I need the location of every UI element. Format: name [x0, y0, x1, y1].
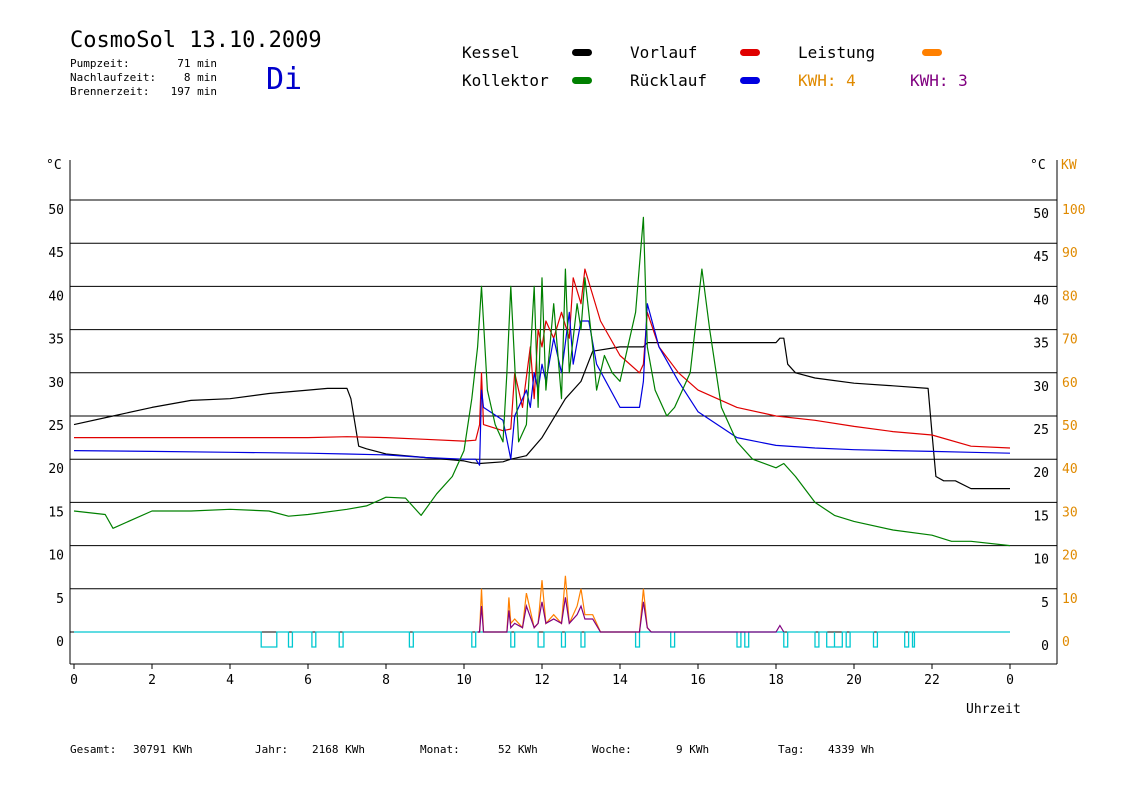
x-tick-2: 4	[226, 673, 234, 688]
footer-woche-label: Woche:	[592, 743, 632, 756]
pump-pulse-line	[74, 631, 1010, 648]
y-tick-right-15: 15	[1033, 509, 1049, 524]
legend-kessel: Kessel	[462, 43, 520, 62]
stat-brennerzeit-label: Brennerzeit:	[70, 85, 150, 98]
y-tick-left-0: 0	[56, 635, 64, 650]
x-tick-4: 8	[382, 673, 390, 688]
stat-brennerzeit-value: 197 min	[170, 85, 217, 98]
y-tick-power-10: 10	[1062, 592, 1078, 607]
x-tick-7: 14	[612, 673, 628, 688]
y-tick-right-10: 10	[1033, 553, 1049, 568]
series-line-rcklauf	[73, 303, 1011, 466]
legend-ruecklauf: Rücklauf	[630, 71, 708, 90]
legend-kwh-4: KWH: 4	[798, 71, 856, 90]
y-tick-right-25: 25	[1033, 423, 1049, 438]
stat-nachlaufzeit-value: 8 min	[183, 71, 217, 84]
y-tick-left-40: 40	[48, 289, 64, 304]
series-line-kessel	[73, 337, 1010, 490]
legend-kwh-3: KWH: 3	[910, 71, 968, 90]
y-tick-power-40: 40	[1062, 462, 1078, 477]
footer-jahr-label: Jahr:	[255, 743, 289, 756]
y-tick-right-50: 50	[1033, 207, 1049, 222]
y-tick-left-30: 30	[48, 376, 64, 391]
y-tick-left-15: 15	[48, 505, 64, 520]
footer-tag-label: Tag:	[778, 743, 805, 756]
legend-swatch-leistung	[922, 49, 942, 56]
y-axis-label-left: °C	[46, 158, 62, 173]
y-tick-left-45: 45	[48, 246, 64, 261]
legend-swatch-kessel	[572, 49, 592, 56]
x-tick-6: 12	[534, 673, 550, 688]
y-tick-right-30: 30	[1033, 380, 1049, 395]
power-series-1	[477, 597, 785, 633]
x-tick-1: 2	[148, 673, 156, 688]
legend-swatch-ruecklauf	[740, 77, 760, 84]
legend-vorlauf: Vorlauf	[630, 43, 698, 62]
y-tick-right-20: 20	[1033, 466, 1049, 481]
y-tick-power-30: 30	[1062, 505, 1078, 520]
footer-jahr-value: 2168 KWh	[312, 743, 365, 756]
y-tick-left-50: 50	[48, 203, 64, 218]
legend-swatch-vorlauf	[740, 49, 760, 56]
y-tick-right-5: 5	[1041, 596, 1049, 611]
y-tick-power-100: 100	[1062, 203, 1085, 218]
x-tick-11: 22	[924, 673, 940, 688]
footer-gesamt-label: Gesamt:	[70, 743, 117, 756]
footer-monat-label: Monat:	[420, 743, 460, 756]
stat-pumpzeit-value: 71 min	[177, 57, 217, 70]
y-axis-label-right: °C	[1030, 158, 1046, 173]
y-tick-right-0: 0	[1041, 639, 1049, 654]
y-tick-power-70: 70	[1062, 333, 1078, 348]
y-tick-power-80: 80	[1062, 289, 1078, 304]
series-line-kollektor	[73, 216, 1011, 547]
axes	[69, 160, 1058, 669]
x-tick-0: 0	[70, 673, 78, 688]
y-tick-power-50: 50	[1062, 419, 1078, 434]
y-tick-power-20: 20	[1062, 549, 1078, 564]
chart-title: CosmoSol 13.10.2009	[70, 28, 322, 53]
legend-swatch-kollektor	[572, 77, 592, 84]
x-tick-8: 16	[690, 673, 706, 688]
x-tick-3: 6	[304, 673, 312, 688]
y-axis-label-power: KW	[1061, 158, 1077, 173]
y-tick-power-90: 90	[1062, 246, 1078, 261]
footer-gesamt-value: 30791 KWh	[133, 743, 193, 756]
x-axis-label: Uhrzeit	[966, 702, 1021, 717]
y-tick-left-35: 35	[48, 333, 64, 348]
stat-nachlaufzeit-label: Nachlaufzeit:	[70, 71, 157, 84]
y-tick-power-60: 60	[1062, 376, 1078, 391]
x-tick-12: 0	[1006, 673, 1014, 688]
x-tick-10: 20	[846, 673, 862, 688]
x-tick-5: 10	[456, 673, 472, 688]
y-tick-right-35: 35	[1033, 337, 1049, 352]
footer-tag-value: 4339 Wh	[828, 743, 875, 756]
y-tick-left-20: 20	[48, 462, 64, 477]
footer-monat-value: 52 KWh	[498, 743, 538, 756]
y-tick-power-0: 0	[1062, 635, 1070, 650]
series-lines	[73, 216, 1011, 648]
legend-kollektor: Kollektor	[462, 71, 549, 90]
tick-labels: 0510152025303540455005101520253035404550…	[48, 203, 1085, 688]
y-tick-right-40: 40	[1033, 293, 1049, 308]
y-tick-left-25: 25	[48, 419, 64, 434]
footer-woche-value: 9 KWh	[676, 743, 710, 756]
legend-leistung: Leistung	[798, 43, 876, 62]
y-tick-left-10: 10	[48, 549, 64, 564]
y-tick-left-5: 5	[56, 592, 64, 607]
y-tick-right-45: 45	[1033, 250, 1049, 265]
stat-pumpzeit-label: Pumpzeit:	[70, 57, 130, 70]
weekday-label: Di	[266, 62, 303, 97]
grid-lines	[70, 199, 1057, 633]
x-tick-9: 18	[768, 673, 784, 688]
